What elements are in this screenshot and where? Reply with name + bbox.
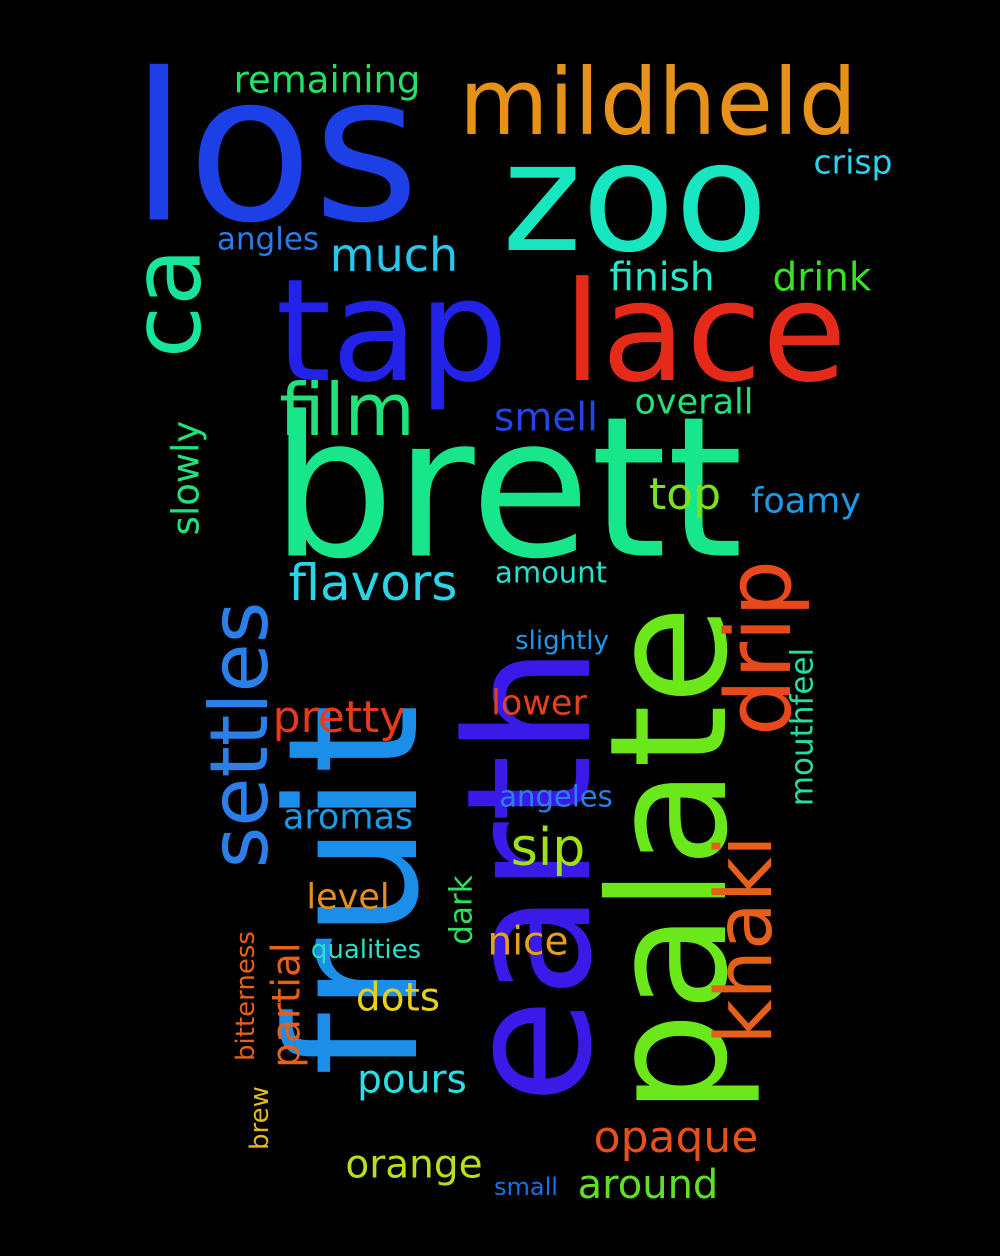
word-smell: smell — [494, 395, 598, 441]
word-level: level — [306, 877, 390, 918]
word-khaki: khaki — [700, 835, 790, 1045]
word-partial: partial — [264, 942, 310, 1068]
word-overall: overall — [634, 382, 754, 423]
word-lace: lace — [563, 252, 847, 413]
word-bitterness: bitterness — [231, 931, 261, 1061]
word-small: small — [494, 1173, 558, 1201]
word-slowly: slowly — [164, 420, 208, 536]
word-dark: dark — [443, 875, 480, 945]
word-tap: tap — [275, 249, 509, 414]
word-remaining: remaining — [233, 58, 421, 102]
word-ca: ca — [112, 247, 223, 359]
word-top: top — [648, 469, 722, 520]
word-mouthfeel: mouthfeel — [784, 647, 821, 807]
word-finish: finish — [609, 255, 715, 301]
word-slightly: slightly — [515, 626, 609, 656]
word-lower: lower — [491, 683, 587, 724]
word-angles: angles — [216, 221, 320, 258]
word-brew: brew — [245, 1086, 275, 1150]
word-sip: sip — [510, 818, 586, 878]
word-drink: drink — [772, 255, 872, 301]
word-nice: nice — [487, 919, 569, 965]
word-much: much — [329, 228, 459, 282]
word-dots: dots — [355, 975, 441, 1021]
word-mildheld: mildheld — [458, 49, 858, 156]
word-brett: brett — [270, 374, 744, 602]
word-zoo: zoo — [502, 109, 768, 286]
word-film: film — [279, 368, 415, 452]
word-pours: pours — [357, 1057, 467, 1103]
word-flavors: flavors — [288, 554, 458, 612]
word-opaque: opaque — [593, 1112, 759, 1163]
word-angeles: angeles — [499, 779, 613, 814]
word-foamy: foamy — [751, 481, 861, 522]
word-orange: orange — [345, 1142, 483, 1188]
word-aromas: aromas — [282, 797, 414, 838]
word-around: around — [577, 1162, 719, 1208]
word-amount: amount — [495, 555, 607, 590]
word-pretty: pretty — [272, 692, 406, 743]
word-crisp: crisp — [813, 142, 893, 182]
word-qualities: qualities — [310, 935, 422, 965]
word-los: los — [130, 30, 420, 269]
